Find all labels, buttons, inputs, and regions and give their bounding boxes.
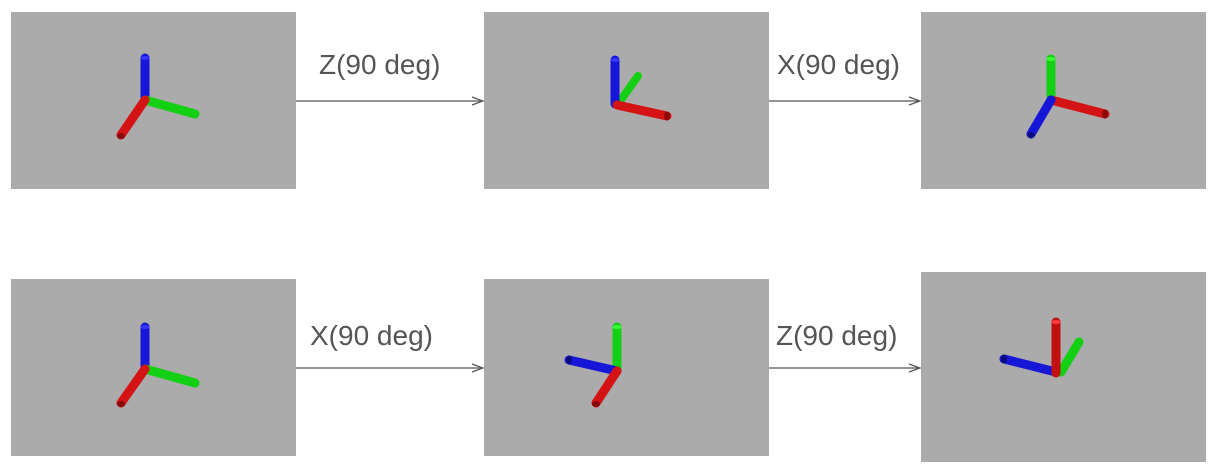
rotation-label-row2-step1: X(90 deg)	[310, 320, 433, 351]
axes-triad-row1-after-z-x	[1026, 54, 1110, 139]
frame-panel-row2-after-x-z	[921, 272, 1206, 462]
frame-panel-row2-after-x	[484, 279, 769, 456]
arrow-row1-step1	[296, 96, 485, 106]
frame-panel-row2-initial	[11, 279, 296, 456]
frame-panel-row1-initial	[11, 12, 296, 189]
arrow-row2-step2	[769, 363, 922, 373]
rotation-label-row1-step2: X(90 deg)	[777, 49, 900, 80]
rotation-label-row1-step1: Z(90 deg)	[319, 49, 441, 80]
arrow-row1-step2	[769, 96, 922, 106]
axes-triad-row2-after-x-z	[999, 317, 1084, 378]
axes-triad-row2-after-x	[564, 322, 622, 408]
axes-triad-row2-initial	[116, 322, 200, 408]
rotation-label-row2-step2: Z(90 deg)	[776, 320, 898, 351]
arrow-row2-step1	[296, 363, 485, 373]
axes-triad-row1-initial	[116, 53, 200, 140]
axes-triad-row1-after-z	[610, 55, 672, 121]
frame-panel-row1-after-z-x	[921, 12, 1206, 189]
frame-panel-row1-after-z	[484, 12, 769, 189]
